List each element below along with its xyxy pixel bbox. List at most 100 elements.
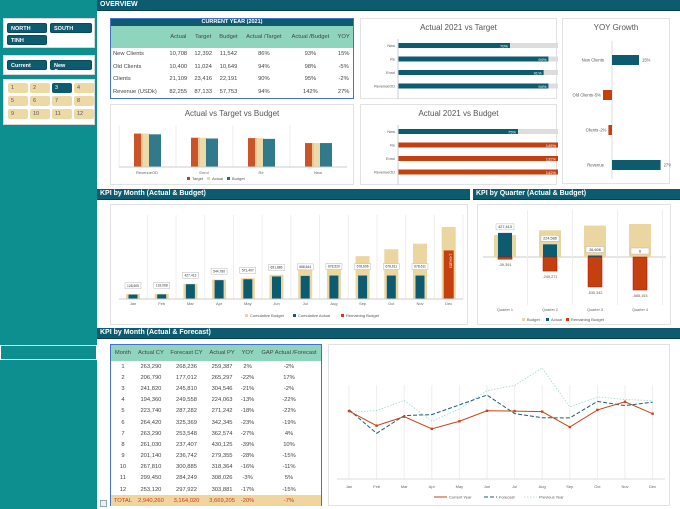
table-cell: -19% (282, 419, 296, 426)
category-label: Apr (429, 484, 436, 489)
table-cell: 9 (121, 453, 125, 460)
table-cell: -21% (240, 385, 255, 392)
total-row: TOTAL 2,940,260 3,164,020 3,669,205 -20% -7% (111, 495, 321, 507)
month-button-1[interactable]: 1 (8, 83, 28, 93)
actual-bar (329, 275, 339, 299)
data-label: 75% (508, 129, 516, 134)
column-header: Actual /Target (246, 34, 282, 40)
actual-bar (243, 279, 253, 299)
table-cell: 261,030 (140, 441, 162, 448)
data-callout (182, 272, 199, 279)
chart-title: Actual vs Target vs Budget (184, 109, 280, 118)
data-callout (239, 267, 257, 274)
data-point (430, 427, 433, 431)
table-cell: 299,450 (140, 475, 162, 482)
bar (398, 156, 558, 161)
month-button-9[interactable]: 9 (8, 109, 28, 119)
table-cell: 95% (304, 76, 317, 83)
chart-title: YOY Growth (593, 23, 639, 32)
campus-new-button[interactable]: New Campus (50, 60, 92, 75)
column-header: Target (195, 34, 212, 40)
month-button-8[interactable]: 8 (74, 96, 94, 106)
total-cell: 3,164,020 (173, 497, 200, 504)
selected-cell[interactable] (0, 345, 97, 360)
table-cell: 267,810 (140, 464, 162, 471)
table-cell: 27% (337, 88, 350, 95)
data-callout (268, 264, 285, 271)
category-label: Mar (187, 301, 195, 306)
table-cell: -22% (282, 408, 296, 415)
table-cell: 2% (243, 363, 252, 370)
category-label: Mar (401, 484, 409, 489)
legend-label: Current Year (449, 495, 472, 500)
table-cell: -22% (282, 397, 296, 404)
month-button-6[interactable]: 6 (30, 96, 50, 106)
table-cell: -28% (240, 453, 255, 460)
category-label: Enrol (199, 170, 208, 175)
category-label: Sep (359, 301, 367, 306)
table-row: 9 201,140 236,742 279,355 -28% -15% (111, 451, 321, 462)
table-cell: 4 (121, 397, 125, 404)
column-header: Actual /Budget (291, 34, 330, 40)
table-cell: 253,548 (176, 430, 197, 437)
data-label: -249,271 (543, 275, 558, 279)
data-point (403, 415, 406, 418)
quick-analysis-icon[interactable] (100, 500, 107, 507)
kpi-forecast-chart: Jan Feb Mar Apr May Jun Jul Aug Sep Oct Nov Dec Curr… (328, 344, 670, 506)
total-cell: TOTAL (113, 497, 133, 504)
data-label: 678,606 (357, 265, 369, 269)
table-cell: 297,922 (176, 486, 197, 493)
region-south-button[interactable]: SOUTH (50, 23, 92, 33)
column-header: Forecast CY (170, 349, 203, 356)
month-button-2[interactable]: 2 (30, 83, 50, 93)
bar (603, 90, 612, 100)
bar-target (248, 138, 257, 167)
data-point (568, 425, 571, 429)
data-label: 6 (639, 249, 641, 253)
campus-current-button[interactable]: Current (7, 60, 47, 70)
total-cell: -20% (240, 497, 255, 504)
table-cell: 362,574 (211, 430, 233, 437)
month-button-11[interactable]: 11 (52, 109, 72, 119)
table-cell: 94% (258, 88, 270, 95)
category-label: Jun (273, 301, 279, 306)
month-button-5[interactable]: 5 (8, 96, 28, 106)
region-north-button[interactable]: NORTH (7, 23, 47, 33)
data-callout (325, 263, 343, 270)
table-cell: 23,416 (194, 76, 213, 83)
current-year-table: CURRENT YEAR (2021) Actual Target Budget Ac… (110, 18, 354, 99)
month-button-4[interactable]: 4 (74, 83, 94, 93)
table-cell: 22,191 (219, 76, 238, 83)
chart-title: Actual 2021 vs Target (420, 23, 497, 32)
data-label: 651,886 (271, 266, 283, 270)
total-cell: -7% (283, 497, 295, 504)
data-callout (540, 235, 560, 242)
table-row: 3 241,820 245,810 304,546 -21% -2% (111, 383, 321, 394)
actual-bar (543, 244, 557, 257)
actual-bar (272, 276, 281, 299)
month-button-3[interactable]: 3 (52, 83, 72, 93)
column-header: Month (114, 349, 131, 356)
category-label: Jan (346, 484, 352, 489)
total-cell: 2,940,260 (138, 497, 164, 504)
table-cell: 10 (119, 464, 127, 471)
category-label: Sep (566, 484, 574, 489)
month-button-10[interactable]: 10 (30, 109, 50, 119)
table-cell: 15% (337, 51, 350, 58)
table-cell: 263,290 (140, 430, 162, 437)
region-tinh-button[interactable]: TINH (7, 35, 47, 45)
data-callout (354, 263, 371, 270)
table-cell: -15% (282, 486, 296, 493)
column-header: GAP Actual /Forecast (261, 349, 317, 356)
category-label: Aug (539, 484, 546, 489)
table-cell: 177,012 (176, 374, 197, 381)
data-label: 224,586 (543, 237, 557, 241)
month-button-7[interactable]: 7 (52, 96, 72, 106)
data-label: 27% (664, 163, 671, 168)
data-callout (296, 263, 314, 271)
category-label: Dec (445, 301, 452, 306)
category-label: RevenueOD (374, 85, 395, 89)
month-button-12[interactable]: 12 (74, 109, 94, 119)
table-cell: 300,885 (176, 464, 197, 471)
